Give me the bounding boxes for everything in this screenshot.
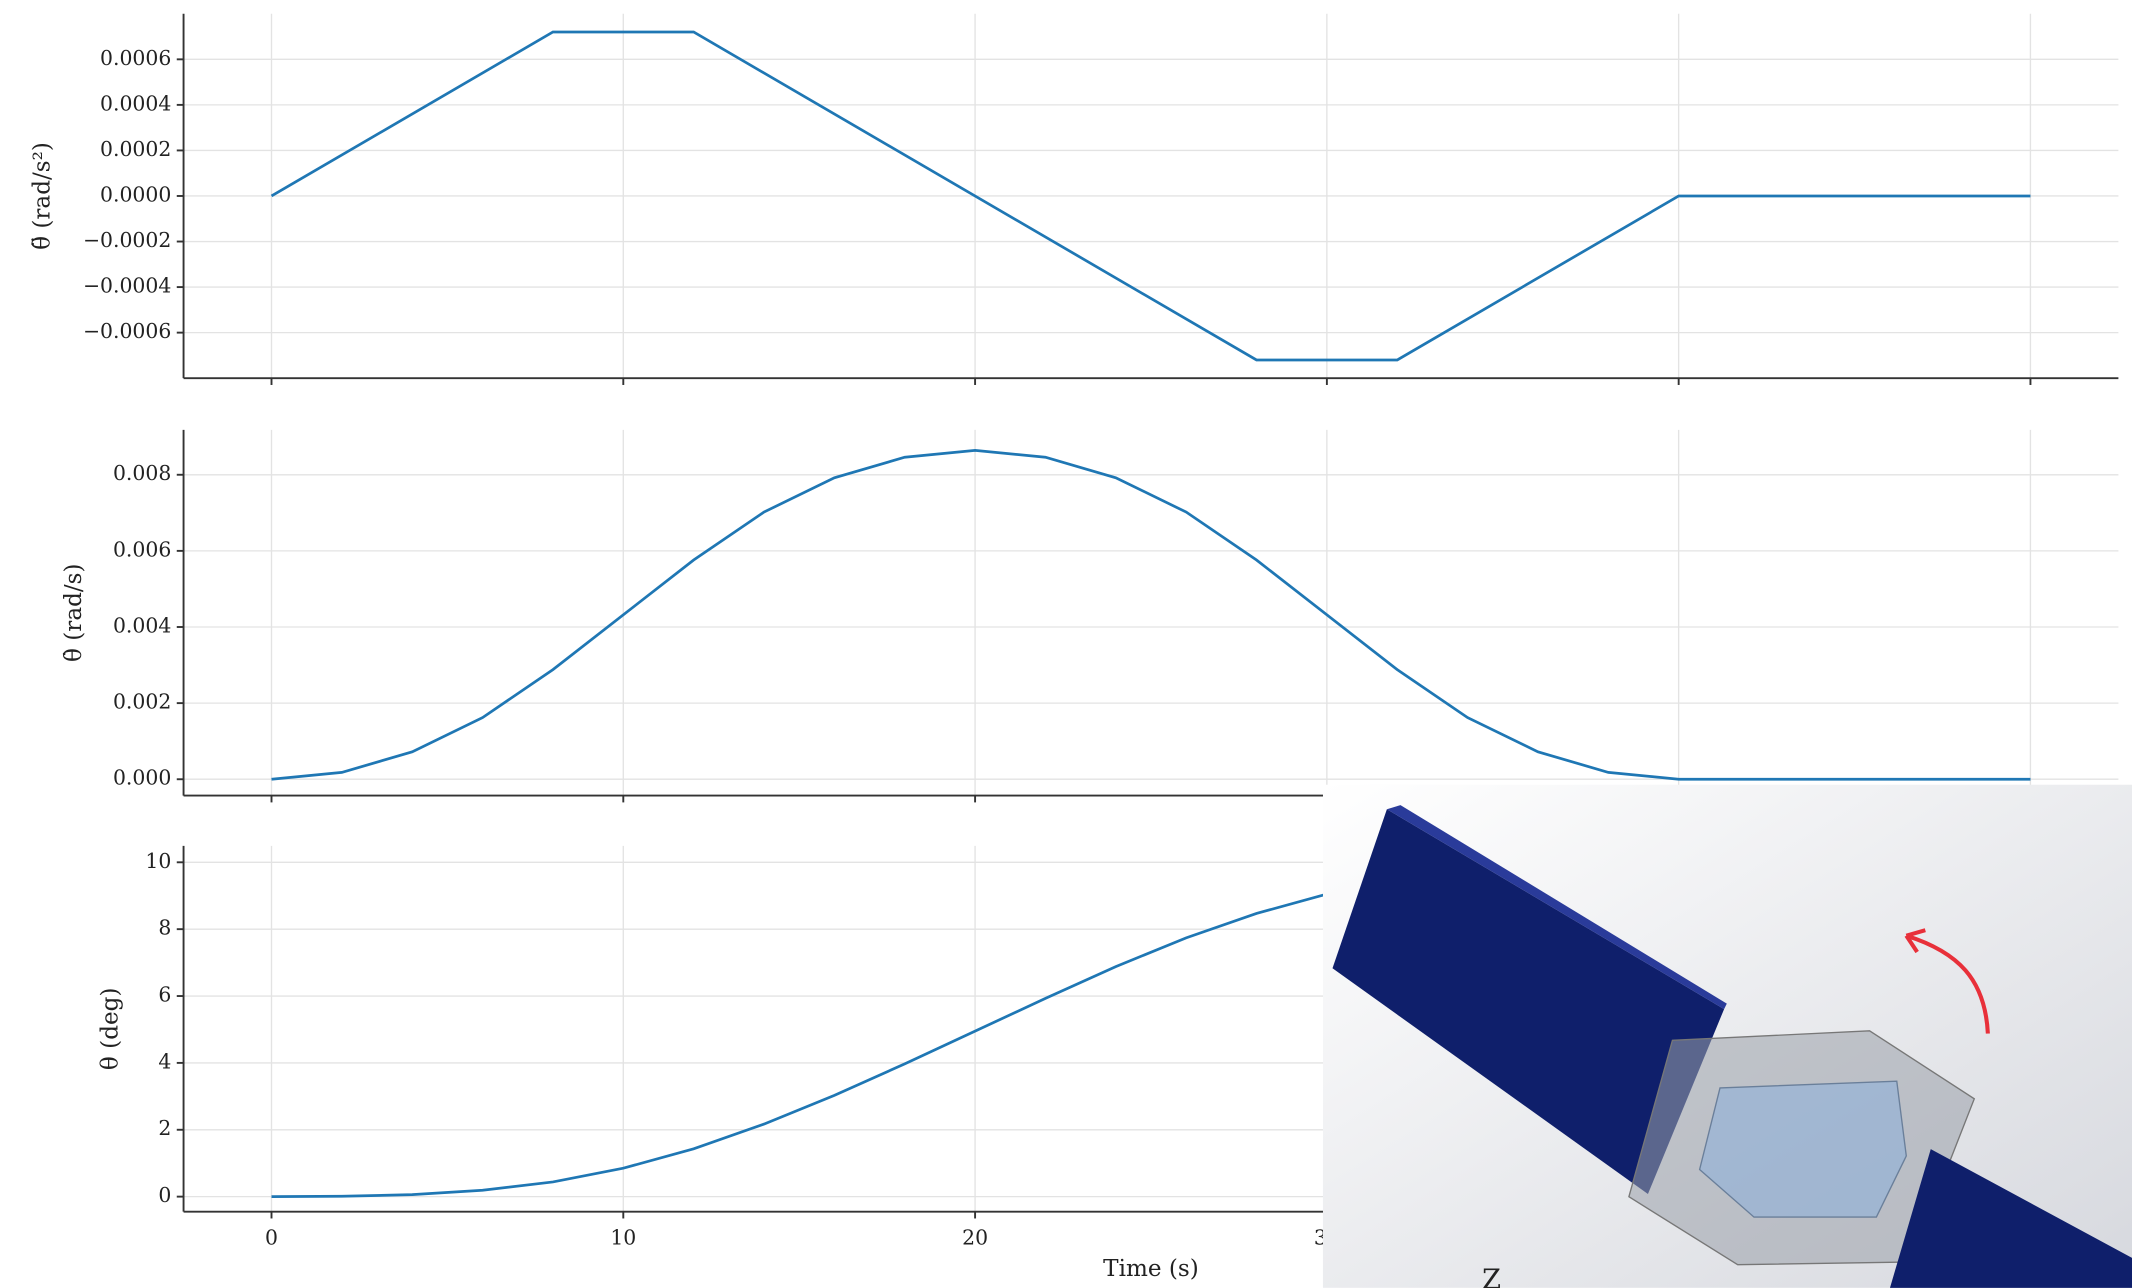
y-tick-label: 0.0006 bbox=[100, 46, 171, 70]
y-tick-label: 0.0002 bbox=[100, 137, 171, 161]
y-tick-label: 4 bbox=[158, 1049, 171, 1073]
y-tick-label: 0.008 bbox=[113, 461, 171, 485]
x-tick-label: 20 bbox=[962, 1225, 988, 1249]
axis-label-z: Z bbox=[1482, 1265, 1501, 1288]
y-axis-label: θ̇ (rad/s) bbox=[61, 563, 87, 662]
x-axis-label: Time (s) bbox=[1103, 1256, 1199, 1282]
y-tick-label: −0.0004 bbox=[83, 274, 171, 298]
y-tick-label: 0.006 bbox=[113, 537, 171, 561]
y-tick-label: 2 bbox=[158, 1116, 171, 1140]
y-tick-label: 0 bbox=[158, 1183, 171, 1207]
y-tick-label: 0.002 bbox=[113, 690, 171, 714]
y-tick-label: 0.000 bbox=[113, 766, 171, 790]
inner-box bbox=[1700, 1081, 1907, 1217]
y-axis-label: θ̈ (rad/s²) bbox=[30, 142, 56, 250]
y-tick-label: 0.0000 bbox=[100, 182, 171, 206]
figure: −0.0006−0.0004−0.00020.00000.00020.00040… bbox=[0, 0, 2132, 1288]
x-tick-label: 10 bbox=[610, 1225, 636, 1249]
y-tick-label: 6 bbox=[158, 983, 171, 1007]
y-tick-label: 8 bbox=[158, 916, 171, 940]
x-tick-label: 0 bbox=[265, 1225, 278, 1249]
y-tick-label: 10 bbox=[145, 849, 171, 873]
y-axis-label: θ (deg) bbox=[97, 988, 123, 1071]
y-tick-label: −0.0002 bbox=[83, 228, 171, 252]
model-render: Z bbox=[1323, 785, 2132, 1288]
y-tick-label: 0.0004 bbox=[100, 91, 171, 115]
y-tick-label: −0.0006 bbox=[83, 319, 171, 343]
y-tick-label: 0.004 bbox=[113, 613, 171, 637]
data-line bbox=[272, 450, 2031, 779]
